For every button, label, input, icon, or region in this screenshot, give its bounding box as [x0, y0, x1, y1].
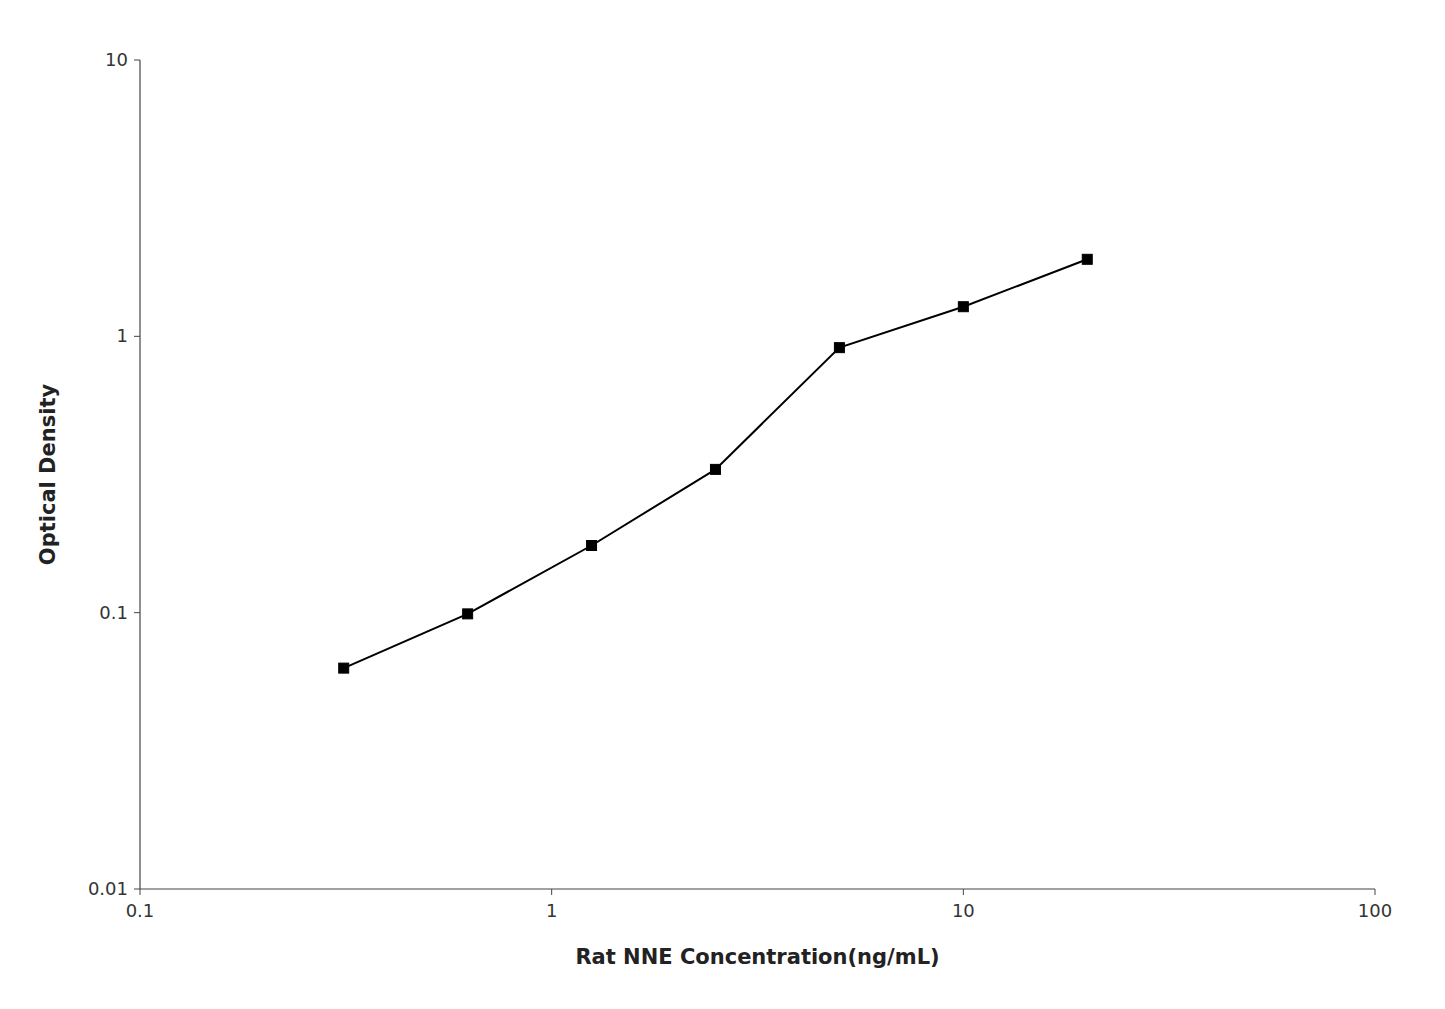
- chart-container: 0.11101000.010.1110Rat NNE Concentration…: [0, 0, 1445, 1009]
- plot-data: [339, 254, 1093, 673]
- y-tick-label: 0.01: [88, 878, 128, 899]
- y-axis-line: [139, 60, 140, 889]
- data-line: [344, 259, 1088, 668]
- x-axis-label: Rat NNE Concentration(ng/mL): [575, 945, 939, 969]
- x-tick: [140, 889, 141, 895]
- y-tick: [134, 889, 140, 890]
- x-tick: [1375, 889, 1376, 895]
- data-point: [958, 302, 968, 312]
- data-point: [834, 343, 844, 353]
- x-tick-label: 0.1: [126, 900, 155, 921]
- data-point: [339, 663, 349, 673]
- data-point: [587, 541, 597, 551]
- y-tick-label: 1: [117, 325, 128, 346]
- y-tick-label: 10: [105, 49, 128, 70]
- x-tick-label: 100: [1358, 900, 1392, 921]
- y-tick: [134, 336, 140, 337]
- chart-svg: 0.11101000.010.1110Rat NNE Concentration…: [0, 0, 1445, 1009]
- data-point: [710, 464, 720, 474]
- data-point: [1082, 254, 1092, 264]
- y-tick: [134, 60, 140, 61]
- x-tick-label: 10: [952, 900, 975, 921]
- y-tick: [134, 612, 140, 613]
- data-point: [463, 609, 473, 619]
- y-tick-label: 0.1: [99, 602, 128, 623]
- x-tick: [551, 889, 552, 895]
- x-tick: [963, 889, 964, 895]
- x-tick-label: 1: [546, 900, 557, 921]
- axes: 0.11101000.010.1110: [88, 49, 1392, 921]
- x-axis-line: [140, 888, 1375, 889]
- y-axis-label: Optical Density: [36, 384, 60, 566]
